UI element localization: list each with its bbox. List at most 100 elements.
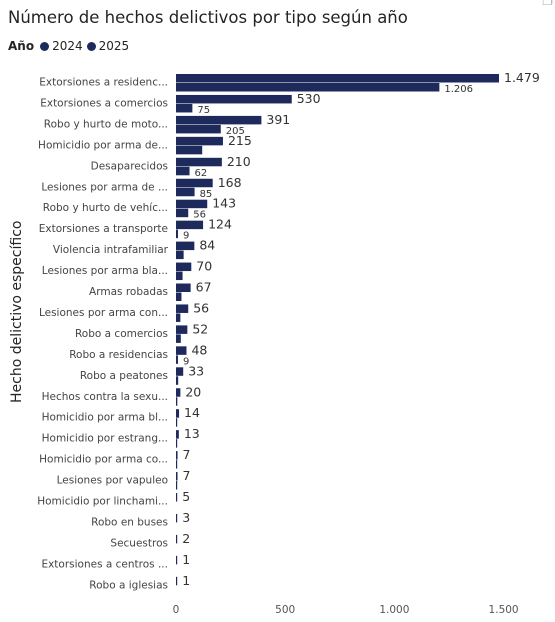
bar-2024[interactable]: [176, 136, 223, 146]
bar-2024[interactable]: [176, 304, 189, 313]
category-label: Armas robadas: [89, 286, 168, 298]
bar-2024[interactable]: [176, 241, 195, 251]
bar-2025[interactable]: [176, 334, 181, 343]
legend-label-2024: 2024: [52, 39, 83, 53]
bar-2025[interactable]: [176, 313, 181, 322]
chart-title: Número de hechos delictivos por tipo seg…: [8, 8, 408, 27]
bar-2024[interactable]: [176, 220, 204, 230]
focus-mode-icon[interactable]: ❐: [542, 0, 553, 8]
x-tick-label: 1.000: [379, 604, 409, 616]
data-label-2024: 168: [218, 175, 242, 190]
bar-2025[interactable]: [176, 397, 178, 406]
category-label: Homicidio por arma de...: [38, 139, 168, 151]
category-label: Robo a residencias: [69, 349, 168, 361]
legend-item-2024[interactable]: 2024: [40, 39, 83, 53]
bar-2024[interactable]: [176, 346, 187, 355]
data-label-2025: 85: [200, 189, 213, 200]
bar-2024[interactable]: [176, 325, 188, 334]
category-label: Homicidio por linchami...: [37, 496, 168, 508]
bar-2025[interactable]: [176, 292, 182, 302]
bar-2025[interactable]: [176, 187, 195, 197]
legend-item-2025[interactable]: 2025: [86, 39, 130, 53]
category-label: Extorsiones a transporte: [39, 223, 168, 235]
bar-2025[interactable]: [176, 229, 178, 239]
bar-2024[interactable]: [176, 178, 213, 188]
bar-2024[interactable]: [176, 472, 178, 481]
bar-2024[interactable]: [176, 115, 262, 125]
data-label-2024: 52: [192, 321, 208, 336]
bar-2025[interactable]: [176, 376, 179, 385]
bar-2024[interactable]: [176, 262, 192, 272]
legend-dot-2025: [86, 41, 96, 51]
bar-2025[interactable]: [176, 103, 193, 113]
category-label: Robo y hurto de vehíc...: [43, 202, 168, 214]
bar-2024[interactable]: [176, 157, 222, 167]
data-label-2024: 70: [196, 259, 212, 274]
bar-2024[interactable]: [176, 493, 178, 502]
data-label-2024: 391: [266, 112, 290, 127]
legend[interactable]: Año 2024 2025: [8, 39, 133, 53]
bar-2025[interactable]: [176, 250, 184, 260]
bar-2025[interactable]: [176, 439, 178, 448]
category-label: Robo en buses: [91, 516, 168, 528]
data-label-2024: 3: [182, 510, 190, 525]
bar-2025[interactable]: [176, 145, 203, 155]
bar-2024[interactable]: [176, 367, 184, 376]
bar-2024[interactable]: [176, 451, 178, 460]
bar-2025[interactable]: [176, 83, 440, 92]
data-label-2024: 7: [183, 468, 191, 483]
legend-dot-2024: [40, 41, 50, 51]
bar-2024[interactable]: [176, 283, 191, 293]
category-label: Lesiones por vapuleo: [57, 475, 168, 487]
data-label-2024: 1.479: [504, 70, 540, 85]
bar-2024[interactable]: [176, 199, 208, 209]
data-label-2024: 2: [182, 531, 190, 546]
bar-2024[interactable]: [176, 74, 499, 83]
x-tick-label: 0: [173, 604, 180, 616]
data-label-2024: 84: [199, 238, 215, 253]
category-label: Lesiones por arma bla...: [42, 265, 168, 277]
bar-2025[interactable]: [176, 355, 178, 364]
bar-2025[interactable]: [176, 166, 190, 176]
bar-2025[interactable]: [176, 460, 178, 469]
bar-2025[interactable]: [176, 208, 189, 218]
data-label-2024: 13: [184, 426, 200, 441]
data-label-2024: 210: [227, 154, 251, 169]
data-label-2025: 9: [183, 356, 189, 367]
category-label: Lesiones por arma con...: [39, 307, 168, 319]
data-label-2024: 56: [193, 300, 209, 315]
category-label: Hechos contra la sexu...: [42, 391, 168, 403]
bar-2024[interactable]: [176, 409, 180, 418]
category-label: Robo y hurto de moto...: [44, 118, 168, 130]
data-label-2025: 62: [195, 168, 208, 179]
bar-2024[interactable]: [176, 534, 178, 544]
bar-2024[interactable]: [176, 388, 181, 397]
bar-2024[interactable]: [176, 94, 292, 104]
data-label-2025: 1.206: [444, 84, 473, 95]
legend-label-2025: 2025: [98, 39, 130, 53]
bar-2025[interactable]: [176, 481, 178, 490]
bar-2024[interactable]: [176, 555, 178, 565]
bar-2024[interactable]: [176, 430, 179, 439]
category-label: Desaparecidos: [91, 160, 168, 172]
data-label-2024: 1: [182, 573, 190, 588]
bar-2024[interactable]: [176, 513, 178, 523]
bar-2025[interactable]: [176, 418, 178, 427]
category-label: Secuestros: [110, 537, 168, 549]
category-label: Robo a iglesias: [89, 579, 168, 591]
data-label-2024: 215: [228, 133, 252, 148]
category-label: Extorsiones a centros ...: [41, 558, 168, 570]
category-label: Robo a peatones: [80, 370, 168, 382]
category-label: Extorsiones a residenc...: [39, 77, 168, 89]
x-tick-label: 1.500: [489, 604, 519, 616]
category-label: Homicidio por arma co...: [39, 454, 168, 466]
bar-2024[interactable]: [176, 576, 178, 586]
data-label-2024: 530: [297, 91, 321, 106]
data-label-2025: 75: [197, 105, 210, 116]
bar-2025[interactable]: [176, 124, 221, 134]
bar-2025[interactable]: [176, 271, 183, 281]
data-label-2025: 205: [226, 126, 245, 137]
category-label: Homicidio por estrang...: [42, 433, 168, 445]
data-label-2024: 124: [208, 217, 232, 232]
